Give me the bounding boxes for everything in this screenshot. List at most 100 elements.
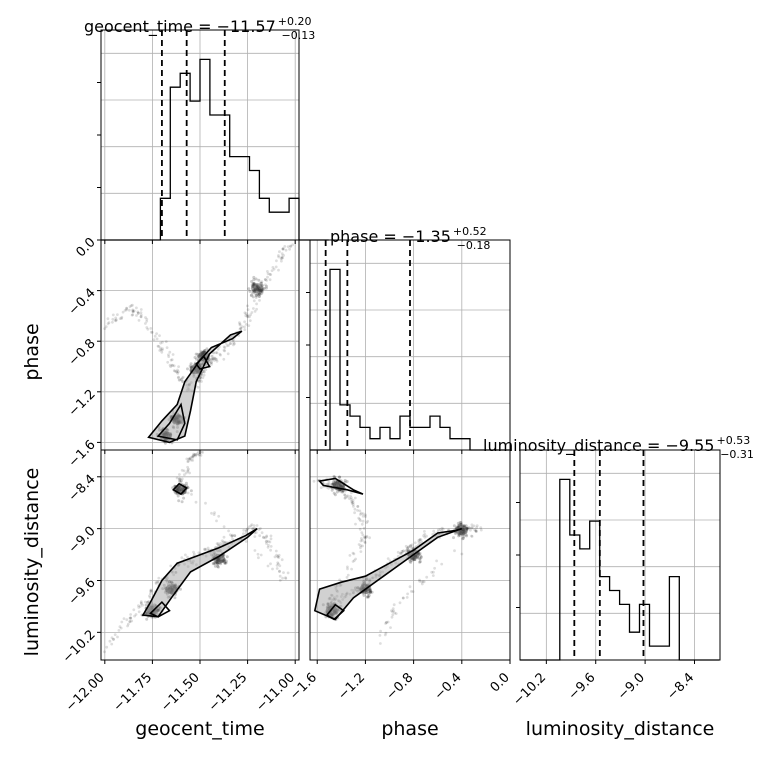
sample-point: [135, 314, 138, 317]
sample-point: [148, 594, 151, 598]
sample-point: [139, 308, 143, 311]
sample-point: [352, 505, 355, 508]
sample-point: [282, 254, 285, 257]
sample-point: [244, 529, 248, 533]
sample-point: [365, 521, 369, 524]
sample-point: [113, 633, 117, 637]
sample-point: [137, 606, 141, 609]
sample-point: [226, 352, 230, 356]
sample-point: [356, 586, 360, 590]
sample-point: [411, 590, 415, 593]
sample-point: [170, 358, 174, 362]
sample-point: [129, 304, 133, 307]
sample-point: [289, 244, 292, 248]
sample-point: [232, 341, 236, 345]
sample-point: [265, 534, 269, 538]
sample-point: [339, 604, 343, 608]
sample-point: [212, 513, 216, 516]
sample-point: [192, 559, 195, 563]
sample-point: [440, 562, 444, 566]
sample-point: [280, 558, 284, 562]
sample-point: [423, 532, 427, 536]
panel-phase-vs-luminosity_distance-frame: [309, 449, 511, 661]
sample-point: [192, 453, 196, 457]
sample-point: [175, 476, 179, 480]
sample-point: [123, 309, 127, 312]
sample-point: [253, 549, 257, 552]
sample-point: [110, 642, 114, 646]
sample-point: [186, 465, 190, 469]
sample-point: [392, 609, 395, 613]
title-luminosity-distance: luminosity_distance = −9.55 +0.53 −0.31: [483, 434, 754, 461]
sample-point: [244, 314, 248, 318]
sample-point: [233, 534, 237, 538]
sample-point: [228, 342, 232, 345]
sample-point: [154, 581, 158, 584]
sample-point: [210, 360, 213, 364]
sample-point: [281, 256, 285, 260]
sample-point: [230, 535, 234, 538]
sample-point: [222, 535, 226, 539]
sample-point: [277, 255, 281, 259]
sample-point: [156, 344, 160, 348]
sample-point: [186, 469, 190, 472]
sample-point: [223, 349, 227, 353]
sample-point: [126, 624, 129, 628]
contour-level-geocent_time-vs-phase-1: [156, 402, 186, 441]
sample-point: [346, 494, 350, 498]
sample-point: [184, 553, 187, 557]
contour-level-geocent_time-vs-phase-0: [147, 330, 243, 444]
sample-point: [214, 357, 218, 361]
sample-point: [343, 595, 346, 599]
sample-point: [343, 493, 347, 497]
sample-point: [112, 638, 115, 641]
sample-point: [129, 616, 133, 620]
sample-point: [250, 311, 254, 314]
sample-point: [203, 349, 207, 352]
sample-point: [277, 254, 280, 257]
sample-point: [221, 540, 225, 544]
sample-point: [371, 576, 375, 580]
sample-point: [256, 292, 260, 296]
sample-point: [255, 307, 258, 311]
sample-point: [257, 295, 261, 298]
sample-point: [247, 287, 251, 291]
sample-point: [199, 454, 203, 457]
sample-point: [156, 580, 160, 584]
sample-point: [137, 319, 141, 322]
sample-point: [260, 280, 264, 283]
sample-point: [267, 540, 270, 543]
sample-point: [479, 528, 483, 532]
sample-point: [252, 299, 256, 303]
sample-point: [255, 294, 258, 298]
sample-point: [269, 534, 273, 538]
sample-point: [172, 364, 176, 368]
sample-point: [227, 545, 231, 549]
sample-point: [274, 265, 278, 269]
sample-point: [149, 592, 152, 596]
sample-point: [321, 603, 325, 607]
sample-point: [171, 353, 175, 356]
sample-point: [160, 350, 164, 354]
sample-point: [171, 364, 175, 367]
sample-point: [396, 550, 400, 554]
histogram-geocent_time: [101, 58, 329, 241]
sample-point: [356, 505, 360, 508]
sample-point: [210, 358, 214, 361]
sample-point: [201, 370, 205, 373]
sample-point: [353, 507, 357, 511]
sample-point: [363, 540, 367, 544]
sample-point: [215, 359, 219, 363]
hist-panel-luminosity_distance-frame: [519, 449, 721, 661]
sample-point: [479, 526, 483, 530]
sample-point: [177, 375, 181, 379]
sample-point: [359, 519, 362, 522]
sample-point: [149, 590, 153, 594]
sample-point: [205, 347, 209, 351]
sample-point: [420, 582, 424, 586]
sample-point: [104, 325, 108, 329]
sample-point: [281, 247, 285, 251]
sample-point: [197, 453, 201, 457]
